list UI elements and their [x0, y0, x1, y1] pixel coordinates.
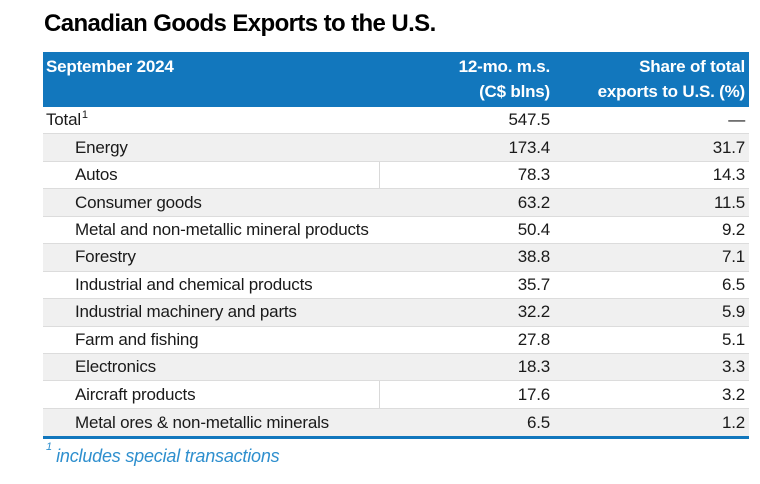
table-row: Energy 173.4 31.7 — [43, 134, 749, 162]
table-row: Total 1 547.5 — — [43, 107, 749, 135]
row-value-12mo: 18.3 — [517, 357, 550, 377]
table-bottom-border — [43, 436, 749, 440]
row-value-12mo: 35.7 — [517, 274, 550, 294]
table-row: Industrial machinery and parts 32.2 5.9 — [43, 299, 749, 327]
table-row: Autos 78.3 14.3 — [43, 161, 749, 190]
table-row: Farm and fishing 27.8 5.1 — [43, 326, 749, 354]
row-value-share: 11.5 — [713, 192, 745, 212]
table-row: Forestry 38.8 7.1 — [43, 244, 749, 272]
row-value-share: 5.1 — [721, 329, 745, 349]
row-value-12mo: 27.8 — [517, 329, 550, 349]
row-label: Consumer goods — [75, 192, 202, 212]
row-value-share: 31.7 — [712, 137, 745, 157]
table-row: Electronics 18.3 3.3 — [43, 353, 749, 382]
header-col-share-line2: exports to U.S. (%) — [597, 82, 746, 101]
row-value-12mo: 78.3 — [379, 161, 552, 189]
row-value-share: 9.2 — [721, 219, 745, 239]
table-header: September 2024 12-mo. m.s. (C$ blns) Sha… — [43, 52, 749, 107]
table-row: Aircraft products 17.6 3.2 — [43, 381, 749, 409]
row-label: Farm and fishing — [75, 329, 199, 349]
row-value-12mo: 63.2 — [517, 192, 550, 212]
row-value-share: 1.2 — [721, 412, 745, 432]
row-label: Metal ores & non-metallic minerals — [75, 412, 329, 432]
footnote-text: includes special transactions — [56, 446, 280, 466]
header-col-12mo: 12-mo. m.s. (C$ blns) — [379, 54, 552, 104]
row-value-share: 3.2 — [721, 384, 745, 404]
total-footnote-marker: 1 — [81, 109, 89, 122]
header-period: September 2024 — [46, 57, 174, 76]
row-value-12mo: 17.6 — [379, 381, 552, 408]
row-value-share: 5.9 — [721, 302, 745, 322]
footnote: 1 includes special transactions — [45, 441, 280, 467]
row-value-share: — — [728, 110, 745, 130]
row-value-12mo: 173.4 — [508, 137, 550, 157]
row-label: Industrial machinery and parts — [75, 302, 297, 322]
header-col-12mo-line2: (C$ blns) — [479, 82, 550, 101]
row-label: Electronics — [75, 357, 156, 377]
table-row: Metal and non-metallic mineral products 5… — [43, 216, 749, 245]
row-label: Metal and non-metallic mineral products — [75, 219, 369, 239]
table-row: Consumer goods 63.2 11.5 — [43, 189, 749, 217]
row-label: Energy — [75, 137, 128, 157]
row-value-share: 6.5 — [721, 274, 745, 294]
row-label: Autos — [75, 165, 118, 185]
table-row: Industrial and chemical products 35.7 6.5 — [43, 271, 749, 300]
row-label: Industrial and chemical products — [75, 274, 313, 294]
header-col-12mo-line1: 12-mo. m.s. — [458, 57, 551, 76]
row-value-12mo: 32.2 — [517, 302, 550, 322]
row-value-12mo: 50.4 — [517, 219, 550, 239]
table-title: Canadian Goods Exports to the U.S. — [44, 10, 436, 37]
footnote-marker: 1 — [46, 441, 53, 453]
row-label: Forestry — [75, 247, 136, 267]
row-value-share: 7.1 — [721, 247, 745, 267]
header-col-share: Share of total exports to U.S. (%) — [552, 54, 749, 104]
exports-table: September 2024 12-mo. m.s. (C$ blns) Sha… — [43, 52, 749, 440]
row-value-12mo: 38.8 — [517, 247, 550, 267]
row-value-12mo: 6.5 — [526, 412, 550, 432]
header-col-share-line1: Share of total — [639, 57, 745, 76]
row-label: Total 1 — [46, 109, 89, 130]
table-row: Metal ores & non-metallic minerals 6.5 1.2 — [43, 408, 749, 437]
table-body: Total 1 547.5 — Energy 173.4 31.7 Autos 78.3 14.3… — [43, 107, 749, 437]
row-value-share: 3.3 — [721, 357, 745, 377]
row-label: Aircraft products — [75, 384, 196, 404]
row-value-12mo: 547.5 — [508, 110, 550, 130]
row-value-share: 14.3 — [712, 165, 745, 185]
